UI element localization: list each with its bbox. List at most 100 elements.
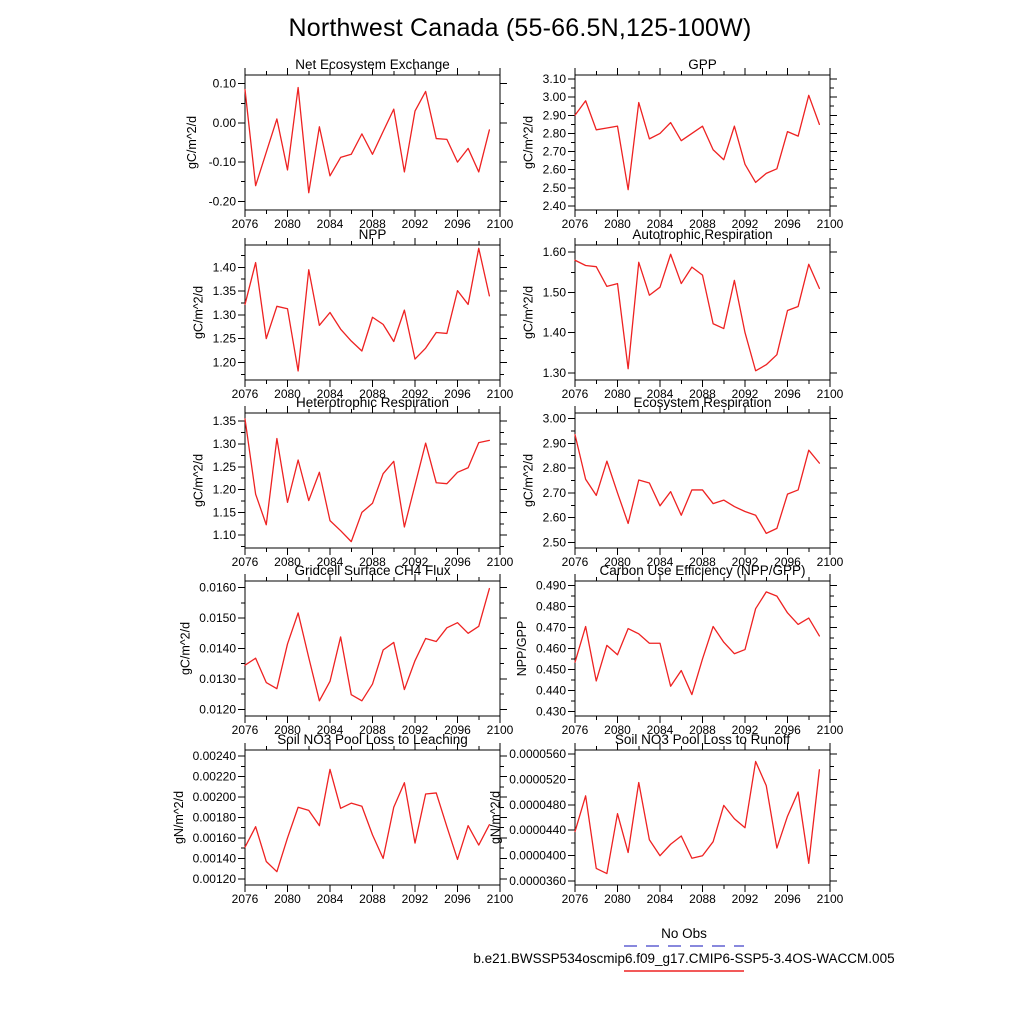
chart-gpp: 2.40 2.50 2.60 2.70 2.80 2.90 3.00 3.10 2076 2080…	[475, 57, 855, 235]
series-line	[244, 418, 491, 543]
x-tick-labels: 2076 2080 2084 2088 2092 2096 2100	[232, 387, 514, 401]
y-tick-label: 2.70	[543, 486, 567, 500]
y-tick-label: 0.0150	[199, 611, 236, 625]
y-tick-label: 1.15	[213, 505, 237, 519]
y-tick-label: 3.00	[543, 411, 567, 425]
chart-canvas: 1.20 1.25 1.30 1.35 1.40 2076 2080 2084 2088 2092…	[192, 227, 514, 401]
y-tick-label: 2.60	[543, 163, 567, 177]
case-solid-line	[624, 970, 744, 972]
y-tick-labels: 1.30 1.40 1.50 1.60	[543, 245, 567, 380]
x-tick-label: 2092	[402, 387, 429, 401]
x-tick-label: 2092	[732, 555, 759, 569]
y-tick-label: 2.50	[543, 536, 567, 550]
x-tick-label: 2092	[402, 555, 429, 569]
x-tick-label: 2092	[732, 892, 759, 906]
x-tick-labels: 2076 2080 2084 2088 2092 2096 2100	[232, 217, 514, 231]
y-tick-label: 3.00	[543, 90, 567, 104]
page-title: Northwest Canada (55-66.5N,125-100W)	[288, 14, 752, 42]
y-tick-label: 3.10	[543, 72, 567, 86]
chart-canvas: 2.50 2.60 2.70 2.80 2.90 3.00 2076 2080 2084 2088…	[522, 395, 844, 569]
y-tick-label: 1.30	[213, 437, 237, 451]
chart-title: Autotrophic Respiration	[632, 227, 772, 242]
y-tick-label: 1.40	[213, 260, 237, 274]
y-tick-label: 0.00220	[193, 770, 237, 784]
y-tick-labels: 2.40 2.50 2.60 2.70 2.80 2.90 3.00 3.10	[543, 72, 567, 213]
x-tick-label: 2084	[317, 387, 344, 401]
y-axis-label: gC/m^2/d	[192, 286, 206, 339]
y-tick-label: 0.00160	[193, 831, 237, 845]
x-tick-label: 2100	[817, 387, 844, 401]
series-line	[244, 587, 491, 702]
x-tick-label: 2088	[359, 555, 386, 569]
chart-title: NPP	[359, 227, 387, 242]
axes	[568, 406, 837, 555]
y-tick-label: 0.0000440	[509, 823, 566, 837]
y-tick-label: 0.450	[536, 662, 566, 676]
y-tick-label: 1.40	[543, 326, 567, 340]
x-tick-label: 2084	[317, 217, 344, 231]
y-axis-label: gC/m^2/d	[522, 454, 536, 507]
x-tick-label: 2096	[774, 555, 801, 569]
y-tick-label: 0.00120	[193, 872, 237, 886]
x-tick-labels: 2076 2080 2084 2088 2092 2096 2100	[562, 217, 844, 231]
y-tick-label: 0.460	[536, 642, 566, 656]
x-tick-label: 2092	[402, 892, 429, 906]
y-tick-labels: -0.20 -0.10 0.00 0.10	[209, 77, 237, 209]
x-tick-label: 2100	[817, 555, 844, 569]
x-tick-label: 2080	[274, 387, 301, 401]
x-tick-label: 2092	[402, 217, 429, 231]
x-tick-label: 2076	[232, 892, 259, 906]
y-tick-label: 1.30	[543, 366, 567, 380]
x-tick-label: 2080	[274, 555, 301, 569]
chart-net-ecosystem-exchange: -0.20 -0.10 0.00 0.10 2076 2080 2084 2088 2092 20…	[145, 57, 525, 235]
series-line	[574, 433, 821, 535]
x-tick-label: 2080	[604, 387, 631, 401]
y-tick-label: 0.00180	[193, 811, 237, 825]
chart-soil-no3-loss-leaching: 0.00120 0.00140 0.00160 0.00180 0.00200 0.002…	[145, 732, 525, 910]
x-tick-label: 2088	[359, 892, 386, 906]
x-tick-label: 2084	[647, 555, 674, 569]
x-tick-label: 2088	[689, 892, 716, 906]
y-tick-label: 0.470	[536, 621, 566, 635]
series-line	[574, 94, 821, 191]
axes	[568, 743, 837, 892]
y-tick-label: 0.0000480	[509, 798, 566, 812]
y-axis-label: gC/m^2/d	[185, 116, 199, 169]
y-tick-label: 0.00140	[193, 851, 237, 865]
x-tick-label: 2100	[487, 555, 514, 569]
series-line	[244, 86, 491, 194]
x-tick-label: 2088	[359, 217, 386, 231]
chart-title: Net Ecosystem Exchange	[295, 57, 450, 72]
x-tick-label: 2088	[689, 555, 716, 569]
y-axis-label: gN/m^2/d	[489, 791, 503, 844]
y-tick-label: 2.70	[543, 145, 567, 159]
x-tick-label: 2076	[232, 723, 259, 737]
y-tick-label: 1.35	[213, 414, 237, 428]
y-tick-label: 0.0000400	[509, 849, 566, 863]
x-tick-label: 2076	[232, 387, 259, 401]
y-tick-labels: 0.0000360 0.0000400 0.0000440 0.0000480 0.00…	[509, 747, 566, 888]
x-tick-label: 2092	[732, 387, 759, 401]
chart-soil-no3-loss-runoff: 0.0000360 0.0000400 0.0000440 0.0000480 0.00…	[475, 732, 855, 910]
axes	[568, 68, 837, 217]
y-tick-labels: 0.00120 0.00140 0.00160 0.00180 0.00200 0.002…	[193, 749, 237, 886]
x-tick-label: 2096	[444, 387, 471, 401]
x-tick-labels: 2076 2080 2084 2088 2092 2096 2100	[232, 723, 514, 737]
x-tick-label: 2076	[562, 387, 589, 401]
series-line	[574, 591, 821, 696]
x-tick-label: 2084	[647, 723, 674, 737]
x-tick-label: 2096	[774, 892, 801, 906]
chart-gridcell-surface-ch4-flux: 0.0120 0.0130 0.0140 0.0150 0.0160 2076 2080 20…	[145, 563, 525, 741]
x-tick-label: 2080	[274, 723, 301, 737]
x-tick-labels: 2076 2080 2084 2088 2092 2096 2100	[562, 555, 844, 569]
x-tick-label: 2100	[817, 892, 844, 906]
y-tick-label: 0.0000360	[509, 874, 566, 888]
y-tick-labels: 1.10 1.15 1.20 1.25 1.30 1.35	[213, 414, 237, 542]
y-tick-label: 1.30	[213, 308, 237, 322]
y-tick-label: 0.0130	[199, 672, 236, 686]
x-tick-label: 2084	[317, 892, 344, 906]
y-tick-label: 0.490	[536, 579, 566, 593]
legend-no-obs-label: No Obs	[661, 926, 707, 941]
